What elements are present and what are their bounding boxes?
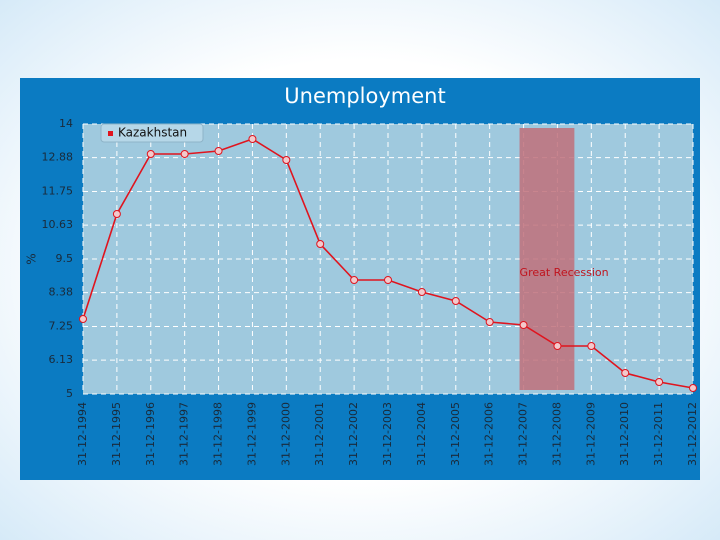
x-tick-label: 31-12-2004 bbox=[415, 402, 428, 466]
data-point bbox=[621, 369, 630, 377]
legend-swatch bbox=[108, 131, 113, 136]
y-tick-label: 10.63 bbox=[42, 218, 74, 231]
data-point bbox=[485, 318, 494, 326]
y-tick-label: 9.5 bbox=[56, 252, 74, 265]
chart-title: Unemployment bbox=[284, 84, 445, 108]
x-tick-label: 31-12-2006 bbox=[483, 402, 496, 466]
x-tick-label: 31-12-2010 bbox=[618, 402, 631, 466]
x-tick-label: 31-12-1996 bbox=[144, 402, 157, 466]
y-tick-label: 7.25 bbox=[49, 320, 74, 333]
data-point bbox=[655, 378, 664, 386]
x-tick-label: 31-12-2008 bbox=[550, 402, 563, 466]
data-point bbox=[553, 342, 562, 350]
shaded-band bbox=[519, 128, 575, 390]
x-tick-label: 31-12-1995 bbox=[110, 402, 123, 466]
y-tick-label: 14 bbox=[59, 117, 73, 130]
x-tick-label: 31-12-2012 bbox=[686, 402, 699, 466]
x-tick-label: 31-12-1998 bbox=[212, 402, 225, 466]
data-point bbox=[689, 384, 697, 392]
x-tick-label: 31-12-2007 bbox=[517, 402, 530, 466]
x-tick-label: 31-12-2009 bbox=[584, 402, 597, 466]
y-tick-label: 6.13 bbox=[49, 353, 74, 366]
y-tick-label: 5 bbox=[66, 387, 73, 400]
data-point bbox=[79, 315, 87, 323]
data-point bbox=[146, 150, 155, 158]
data-point bbox=[451, 297, 460, 305]
data-point bbox=[519, 321, 528, 329]
y-tick-label: 8.38 bbox=[49, 286, 74, 299]
x-tick-label: 31-12-1999 bbox=[245, 402, 258, 466]
data-point bbox=[587, 342, 596, 350]
data-point bbox=[112, 210, 121, 218]
data-point bbox=[384, 276, 392, 284]
legend-label: Kazakhstan bbox=[118, 126, 187, 140]
data-point bbox=[248, 135, 257, 143]
y-tick-label: 11.75 bbox=[42, 185, 74, 198]
x-tick-label: 31-12-2001 bbox=[313, 402, 326, 466]
band-label: Great Recession bbox=[520, 266, 609, 279]
x-tick-label: 31-12-1997 bbox=[178, 402, 191, 466]
y-axis-label: % bbox=[25, 253, 39, 264]
data-point bbox=[214, 147, 223, 155]
x-tick-label: 31-12-2005 bbox=[449, 402, 462, 466]
x-tick-label: 31-12-1994 bbox=[76, 402, 89, 466]
data-point bbox=[316, 240, 325, 248]
legend-box bbox=[100, 123, 204, 143]
x-tick-label: 31-12-2002 bbox=[347, 402, 360, 466]
x-tick-label: 31-12-2000 bbox=[279, 402, 292, 466]
x-tick-label: 31-12-2003 bbox=[381, 402, 394, 466]
data-point bbox=[417, 288, 426, 296]
y-tick-label: 12.88 bbox=[42, 151, 74, 164]
data-point bbox=[282, 156, 291, 164]
x-tick-label: 31-12-2011 bbox=[652, 402, 665, 466]
data-point bbox=[350, 276, 359, 284]
data-point bbox=[180, 150, 189, 158]
